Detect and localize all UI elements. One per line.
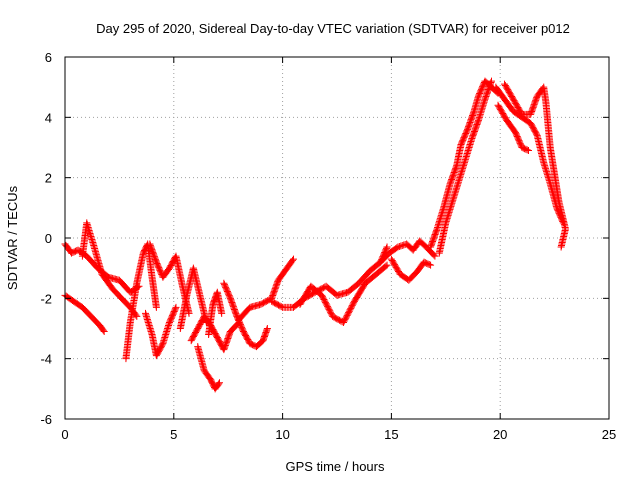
data-point bbox=[474, 118, 482, 126]
data-point bbox=[215, 380, 223, 388]
y-tick-label: -2 bbox=[40, 291, 52, 306]
data-point bbox=[395, 243, 403, 251]
data-point bbox=[263, 325, 271, 332]
axis-ticks: 0 5 10 15 20 25 -6 -4 -2 0 2 4 6 bbox=[40, 50, 616, 442]
data-point bbox=[132, 311, 140, 319]
y-tick-label: 2 bbox=[45, 171, 52, 186]
x-tick-label: 15 bbox=[384, 427, 398, 442]
data-point bbox=[99, 326, 107, 334]
data-point bbox=[433, 226, 441, 234]
data-points bbox=[61, 77, 569, 393]
data-point bbox=[430, 251, 438, 259]
x-tick-label: 10 bbox=[275, 427, 289, 442]
data-point bbox=[470, 109, 478, 117]
data-point bbox=[382, 244, 390, 252]
x-tick-label: 0 bbox=[61, 427, 68, 442]
data-point bbox=[394, 243, 402, 251]
data-point bbox=[215, 379, 223, 387]
y-tick-label: 4 bbox=[45, 110, 52, 125]
y-tick-label: 6 bbox=[45, 50, 52, 65]
data-point bbox=[383, 261, 391, 269]
y-tick-label: -4 bbox=[40, 352, 52, 367]
chart-title: Day 295 of 2020, Sidereal Day-to-day VTE… bbox=[96, 21, 570, 36]
y-tick-label: 0 bbox=[45, 231, 52, 246]
data-point bbox=[524, 147, 532, 155]
data-point bbox=[382, 262, 390, 270]
x-axis-label: GPS time / hours bbox=[286, 459, 385, 474]
data-point bbox=[487, 77, 495, 85]
data-point bbox=[532, 130, 540, 138]
data-point bbox=[172, 303, 180, 311]
data-point bbox=[557, 243, 565, 251]
y-tick-label: -6 bbox=[40, 412, 52, 427]
data-point bbox=[171, 305, 179, 313]
data-point bbox=[100, 328, 108, 336]
data-point bbox=[425, 261, 433, 269]
data-point bbox=[277, 303, 285, 311]
data-point bbox=[427, 261, 435, 269]
data-point bbox=[289, 256, 297, 264]
data-point bbox=[158, 341, 166, 349]
data-point bbox=[152, 303, 160, 311]
data-point bbox=[431, 252, 439, 260]
x-tick-label: 20 bbox=[493, 427, 507, 442]
x-tick-label: 5 bbox=[170, 427, 177, 442]
data-point bbox=[397, 242, 405, 250]
data-point bbox=[398, 242, 406, 250]
data-point bbox=[523, 146, 531, 154]
y-axis-label: SDTVAR / TECUs bbox=[5, 185, 20, 290]
data-point bbox=[487, 79, 495, 87]
data-point bbox=[383, 243, 391, 251]
x-tick-label: 25 bbox=[602, 427, 616, 442]
data-point bbox=[452, 163, 460, 171]
data-point bbox=[218, 309, 226, 317]
data-point bbox=[289, 255, 297, 263]
